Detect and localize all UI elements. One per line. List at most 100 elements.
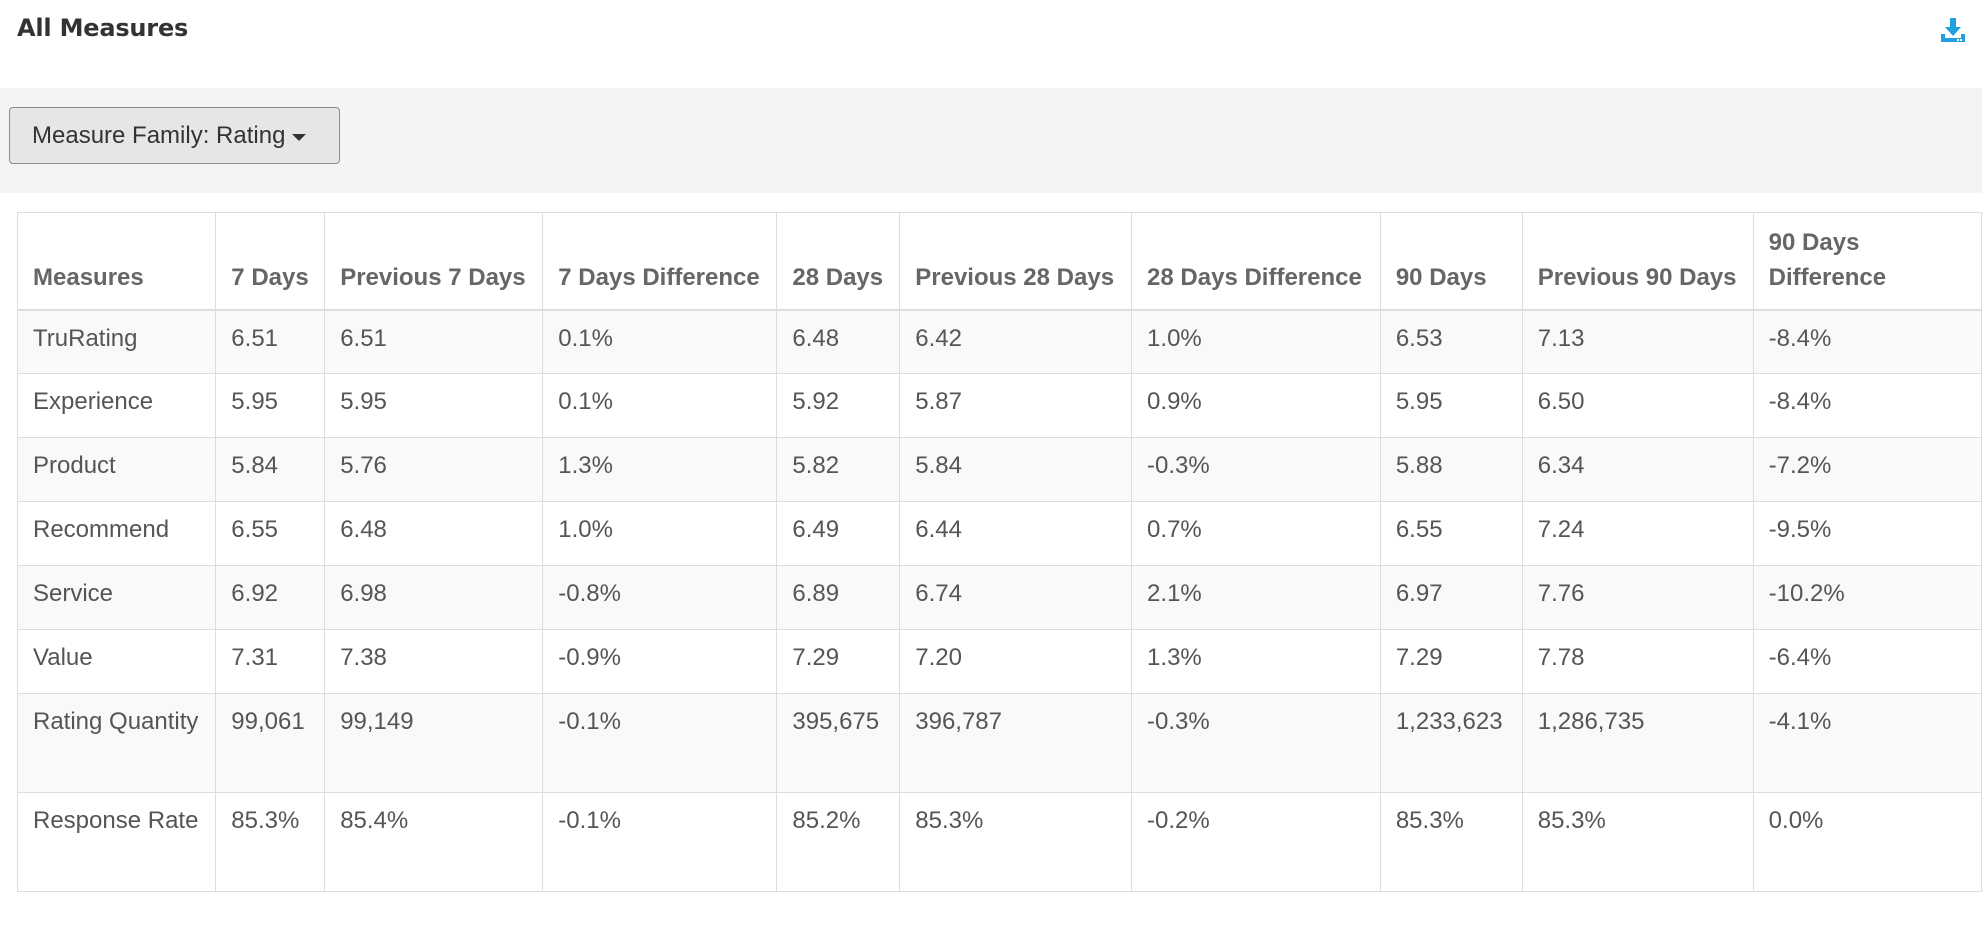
table-cell: -0.2% [1131,792,1381,892]
table-cell: 5.82 [776,437,901,502]
measure-name-cell: Experience [16,373,217,438]
table-cell: 99,061 [215,693,326,793]
table-cell: 1.0% [542,501,778,566]
table-cell: 5.84 [215,437,326,502]
table-row: Response Rate 85.3% 85.4% -0.1% 85.2% 85… [16,792,1982,892]
table-cell: 5.95 [1379,373,1523,438]
table-cell: 85.2% [776,792,901,892]
column-header-90-days[interactable]: 90 Days [1379,212,1523,311]
table-cell: 5.95 [324,373,544,438]
column-header-7-days-difference[interactable]: 7 Days Difference [542,212,778,311]
table-cell: 85.3% [899,792,1133,892]
measure-name-cell: Value [16,629,217,694]
table-cell: -0.3% [1131,693,1381,793]
table-cell: 1.3% [1131,629,1381,694]
table-cell: 6.97 [1379,565,1523,630]
table-cell: 7.78 [1521,629,1754,694]
table-cell: 7.76 [1521,565,1754,630]
table-cell: 85.3% [1379,792,1523,892]
table-cell: 6.48 [324,501,544,566]
table-cell: 7.31 [215,629,326,694]
table-row: TruRating 6.51 6.51 0.1% 6.48 6.42 1.0% … [16,309,1982,374]
table-cell: -0.3% [1131,437,1381,502]
table-cell: -6.4% [1752,629,1982,694]
table-cell: 395,675 [776,693,901,793]
page-title: All Measures [17,14,189,42]
table-cell: 5.87 [899,373,1133,438]
table-cell: 396,787 [899,693,1133,793]
table-cell: 1.3% [542,437,778,502]
table-cell: -4.1% [1752,693,1982,793]
table-cell: 7.38 [324,629,544,694]
table-cell: -0.9% [542,629,778,694]
table-cell: -10.2% [1752,565,1982,630]
measure-name-cell: Response Rate [16,792,217,892]
table-cell: 7.29 [776,629,901,694]
table-cell: -0.1% [542,792,778,892]
table-cell: 0.0% [1752,792,1982,892]
table-cell: 85.3% [1521,792,1754,892]
table-cell: 6.49 [776,501,901,566]
measure-family-label: Measure Family: Rating [32,121,286,149]
table-cell: 2.1% [1131,565,1381,630]
table-cell: 1.0% [1131,309,1381,374]
measure-name-cell: Rating Quantity [16,693,217,793]
download-icon [1941,18,1965,42]
column-header-previous-90-days[interactable]: Previous 90 Days [1521,212,1754,311]
measure-name-cell: Recommend [16,501,217,566]
table-cell: 6.98 [324,565,544,630]
table-row: Product 5.84 5.76 1.3% 5.82 5.84 -0.3% 5… [16,437,1982,502]
table-row: Rating Quantity 99,061 99,149 -0.1% 395,… [16,693,1982,793]
measures-table: Measures 7 Days Previous 7 Days 7 Days D… [16,212,1982,892]
column-header-28-days-difference[interactable]: 28 Days Difference [1131,212,1381,311]
column-header-measures[interactable]: Measures [16,212,217,311]
table-cell: 99,149 [324,693,544,793]
table-cell: 7.13 [1521,309,1754,374]
column-header-previous-28-days[interactable]: Previous 28 Days [899,212,1133,311]
measure-family-dropdown[interactable]: Measure Family: Rating [9,107,340,164]
column-header-previous-7-days[interactable]: Previous 7 Days [324,212,544,311]
table-cell: 6.55 [1379,501,1523,566]
measure-name-cell: TruRating [16,309,217,374]
page-header: All Measures [0,0,1982,88]
table-cell: -0.8% [542,565,778,630]
table-cell: 6.50 [1521,373,1754,438]
table-row: Recommend 6.55 6.48 1.0% 6.49 6.44 0.7% … [16,501,1982,566]
column-header-90-days-difference[interactable]: 90 Days Difference [1752,212,1982,311]
table-cell: 5.92 [776,373,901,438]
table-row: Experience 5.95 5.95 0.1% 5.92 5.87 0.9%… [16,373,1982,438]
measure-name-cell: Service [16,565,217,630]
table-cell: 5.95 [215,373,326,438]
table-cell: -8.4% [1752,373,1982,438]
table-cell: 6.34 [1521,437,1754,502]
table-cell: 7.29 [1379,629,1523,694]
table-cell: 0.9% [1131,373,1381,438]
column-header-7-days[interactable]: 7 Days [215,212,326,311]
table-cell: 6.92 [215,565,326,630]
table-cell: 0.1% [542,309,778,374]
table-cell: -0.1% [542,693,778,793]
table-cell: 6.51 [324,309,544,374]
table-cell: 6.74 [899,565,1133,630]
table-cell: -7.2% [1752,437,1982,502]
table-cell: 6.42 [899,309,1133,374]
table-cell: 6.89 [776,565,901,630]
table-cell: 1,286,735 [1521,693,1754,793]
measure-name-cell: Product [16,437,217,502]
column-header-28-days[interactable]: 28 Days [776,212,901,311]
table-cell: 6.55 [215,501,326,566]
table-cell: 5.76 [324,437,544,502]
table-cell: 0.1% [542,373,778,438]
table-row: Service 6.92 6.98 -0.8% 6.89 6.74 2.1% 6… [16,565,1982,630]
table-cell: -8.4% [1752,309,1982,374]
table-cell: 7.20 [899,629,1133,694]
table-cell: 6.44 [899,501,1133,566]
table-row: Value 7.31 7.38 -0.9% 7.29 7.20 1.3% 7.2… [16,629,1982,694]
download-button[interactable] [1939,16,1967,44]
table-cell: 6.48 [776,309,901,374]
table-cell: 6.53 [1379,309,1523,374]
table-cell: 7.24 [1521,501,1754,566]
table-cell: 1,233,623 [1379,693,1523,793]
table-header-row: Measures 7 Days Previous 7 Days 7 Days D… [16,212,1982,311]
